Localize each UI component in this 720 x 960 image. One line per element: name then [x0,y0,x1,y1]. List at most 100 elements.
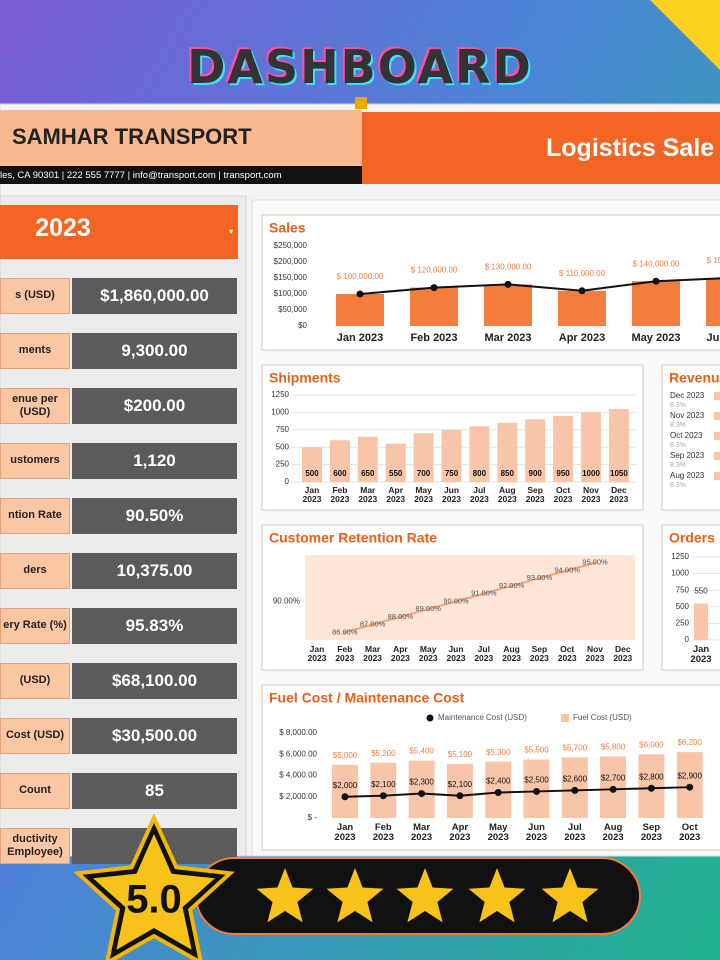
x-tick-label: Aug 2023 [502,644,522,663]
data-label: 700 [417,469,431,478]
chart-title: Customer Retention Rate [269,530,437,546]
y-tick-label: 90.00% [273,596,300,605]
x-tick-label: Jul 2023 [564,822,586,843]
point [571,786,579,794]
x-tick-label: Sep 2023 [529,644,549,663]
x-tick-label: Jan 2023 [336,332,384,344]
x-tick-label: Feb 2023 [330,485,350,504]
bar [525,419,546,482]
data-label: $5,400 [409,747,434,756]
star [541,868,599,923]
x-tick-label: Sep 2023 [525,485,545,504]
point [593,561,597,565]
data-label: $6,200 [677,738,702,747]
x-tick-label: Aug 2023 [497,485,517,504]
bar [608,408,629,482]
y-tick-label: $50,000 [278,305,307,314]
banner [362,112,720,184]
y-tick-label: 0 [685,635,690,644]
chart-card [661,524,720,671]
data-label: $2,600 [563,774,588,783]
data-label: 650 [361,469,375,478]
banner-title: Logistics Sale [546,134,715,162]
kpi-value: 9,300.00 [72,333,237,369]
data-label: 91.00% [471,589,497,598]
x-tick-label: Aug 2023 [602,822,624,843]
corner-ribbon [650,0,720,70]
point [494,789,502,796]
x-tick-label: Jan 2023 [302,485,322,504]
bar [329,440,350,482]
data-label: 550 [694,587,708,596]
x-tick-label: Jun 2023 [446,644,466,663]
y-tick-label: 1000 [671,569,689,578]
kpi-label: ders [0,553,70,589]
point [430,284,438,292]
y-tick-label: 250 [276,460,290,469]
y-tick-label: 0 [285,477,290,486]
legend-label: Maintenance Cost (USD) [438,713,527,722]
kpi-value: $68,100.00 [72,663,237,699]
data-label: $5,700 [563,744,588,753]
x-tick-label: Jul 2023 [474,644,494,663]
y-tick-label: Oct 2023 [670,431,703,440]
data-label: 800 [473,469,487,478]
data-label: $ 150,000.00 [707,256,720,265]
kpi-value: $200.00 [72,388,237,424]
bar [410,287,458,326]
chart-title: Revenu [669,370,720,386]
x-tick-label: Feb 2023 [335,644,355,663]
point [456,792,464,800]
x-tick-label: Feb 2023 [372,822,394,843]
y-tick-label: 500 [276,442,290,451]
company-band [0,110,362,166]
data-label: 550 [389,469,403,478]
point [398,615,402,619]
bar [413,433,434,482]
x-tick-label: Jan 2023 [307,644,327,663]
company-contact: les, CA 90301 | 222 555 7777 | info@tran… [0,170,282,181]
bar [446,763,473,818]
bar [336,294,384,326]
data-label: 8.3% [670,462,686,469]
x-tick-label: May 2023 [487,822,509,843]
bar [484,284,532,326]
data-label: $5,200 [371,749,396,758]
star [468,868,526,923]
data-label: $5,000 [333,751,358,760]
bar [332,764,358,818]
company-name: SAMHAR TRANSPORT [12,124,252,149]
point [537,576,541,580]
chart-title: Orders [669,530,715,546]
legend-swatch [426,714,434,722]
marker [355,97,367,109]
y-tick-label: $ 2,000.00 [279,792,317,801]
data-label: 600 [333,469,347,478]
point [504,280,512,288]
bar [714,452,720,460]
y-tick-label: $250,000 [274,241,308,250]
star [256,868,314,923]
data-label: $6,000 [639,740,664,749]
point [533,787,540,795]
year-header [0,205,238,259]
x-tick-label: Sep 2023 [640,822,662,843]
x-tick-label: Jan 2023 [690,644,712,665]
data-label: 94.00% [554,565,580,574]
point [578,287,586,295]
x-tick-label: May 2023 [631,332,681,344]
data-label: $2,300 [409,778,434,787]
x-tick-label: May 2023 [418,644,438,663]
data-label: 89.00% [415,604,441,613]
y-tick-label: Aug 2023 [670,471,705,480]
kpi-label: ductivity Employee) [0,828,70,864]
x-tick-label: Apr 2023 [449,822,471,843]
data-label: $2,400 [486,777,511,786]
kpi-label: s (USD) [0,278,70,314]
point [454,599,458,603]
point [343,630,347,634]
y-tick-label: $150,000 [274,273,308,282]
kpi-value: 90.50% [72,498,237,534]
x-tick-label: Apr 2023 [558,332,606,344]
